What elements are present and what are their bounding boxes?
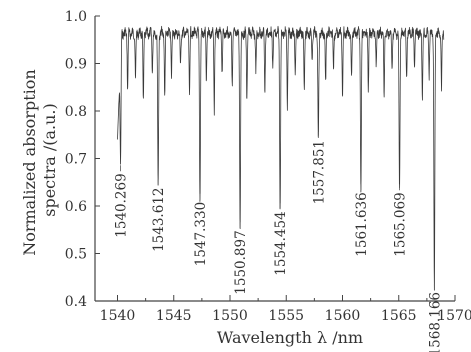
x-tick-label: 1560 [325,308,361,324]
line-annotations: 1540.269 1543.612 1547.330 1550.897 1554.454… [114,140,444,352]
absorption-line-label: 1561.636 [354,192,370,256]
absorption-line-label: 1540.269 [114,173,130,237]
x-tick-label: 1570 [437,308,471,324]
absorption-line-label: 1568.166 [427,292,443,352]
y-axis-title: Normalized absorption spectra /(a.u.) [20,64,59,256]
y-tick-label: 0.9 [65,57,87,73]
spectrum-series [117,25,445,291]
spectrum-line [117,25,445,291]
x-tick-label: 1550 [212,308,248,324]
absorption-line-label: 1554.454 [273,211,289,275]
absorption-line-label: 1543.612 [151,188,167,252]
y-tick-label: 1.0 [65,9,87,25]
absorption-line-label: 1550.897 [233,230,249,294]
x-tick-label: 1555 [268,308,304,324]
y-tick-label: 0.7 [65,152,87,168]
absorption-line-label: 1547.330 [193,202,209,266]
y-axis-title-line-1: Normalized absorption [20,69,39,255]
y-tick-label: 0.6 [65,199,87,215]
x-tick-label: 1545 [156,308,192,324]
x-axis-title: Wavelength λ /nm [217,328,363,347]
y-axis-title-line-2: spectra /(a.u.) [40,103,59,216]
annotation-leaders [120,132,435,290]
x-tick-label: 1565 [381,308,417,324]
y-tick-label: 0.5 [65,247,87,263]
y-tick-label: 0.8 [65,104,87,120]
absorption-line-label: 1557.851 [311,140,327,204]
x-axis-ticks: 1540 1545 1550 1555 1560 1565 1570 [100,295,471,324]
y-tick-label: 0.4 [65,294,87,310]
y-axis-ticks: 0.4 0.5 0.6 0.7 0.8 0.9 1.0 [65,9,100,310]
absorption-line-label: 1565.069 [393,192,409,256]
x-tick-label: 1540 [100,308,136,324]
